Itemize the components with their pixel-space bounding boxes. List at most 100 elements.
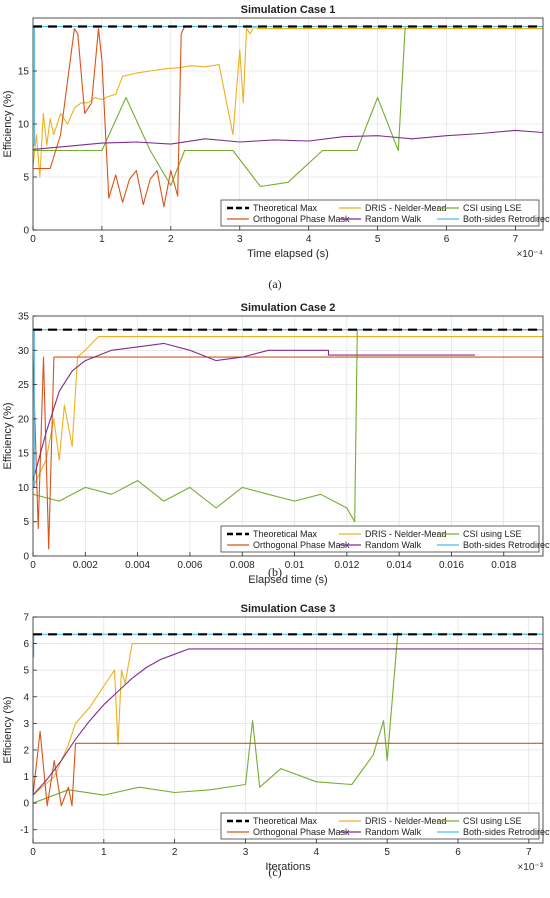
x-tick-label: 0.012 [334, 560, 359, 571]
legend-label: Random Walk [365, 540, 422, 550]
series-group [33, 25, 543, 208]
series-line-csi-using-lse [33, 632, 543, 804]
y-tick-label: 7 [23, 613, 29, 624]
y-tick-label: 0 [23, 226, 29, 237]
x-tick-label: 0.008 [230, 560, 255, 571]
figure-caption: (a) [268, 277, 281, 291]
figure-caption: (c) [268, 865, 281, 879]
x-tick-label: 2 [172, 847, 178, 858]
x-axis-label: Iterations [265, 861, 311, 873]
y-tick-label: 4 [23, 692, 29, 703]
y-tick-label: 5 [23, 666, 29, 677]
x-tick-label: 4 [314, 847, 320, 858]
x-tick-label: 0 [30, 560, 36, 571]
legend-label: DRIS - Nelder-Mead [365, 816, 447, 826]
y-tick-label: 15 [18, 67, 30, 78]
series-line-orthogonal-phase-mask [33, 730, 543, 807]
x-tick-label: 5 [375, 234, 381, 245]
y-tick-label: 25 [18, 380, 30, 391]
legend: Theoretical Max DRIS - Nelder-Mead CSI usi… [220, 812, 550, 840]
x-tick-label: 7 [513, 234, 519, 245]
legend: Theoretical Max DRIS - Nelder-Mead CSI usi… [220, 199, 550, 227]
x-tick-label: 1 [101, 847, 107, 858]
y-tick-label: 30 [18, 346, 30, 357]
figure-caption: (b) [268, 565, 282, 579]
series-line-dris-nelder-mead [33, 643, 543, 796]
y-tick-label: 5 [23, 517, 29, 528]
x-tick-label: 0 [30, 234, 36, 245]
y-tick-label: 10 [18, 483, 30, 494]
series-line-orthogonal-phase-mask [33, 356, 543, 550]
x-tick-label: 6 [444, 234, 450, 245]
series-line-csi-using-lse [33, 25, 543, 188]
y-tick-label: 5 [23, 173, 29, 184]
x-tick-label: 5 [384, 847, 390, 858]
x-tick-label: 0.01 [285, 560, 305, 571]
legend-label: Theoretical Max [253, 203, 318, 213]
y-tick-label: 0 [23, 552, 29, 563]
x-axis-label: Elapsed time (s) [248, 574, 327, 586]
x-tick-label: 1 [99, 234, 105, 245]
legend-label: Theoretical Max [253, 816, 318, 826]
chart-title: Simulation Case 2 [241, 302, 336, 314]
x-tick-label: 6 [455, 847, 461, 858]
legend-label: Both-sides Retrodirective [463, 540, 550, 550]
plot-area [33, 617, 543, 843]
legend-label: CSI using LSE [463, 203, 522, 213]
series-line-random-walk [33, 342, 475, 481]
x-tick-label: 0 [30, 847, 36, 858]
series-group [33, 328, 543, 550]
chart-2: 0 0.002 0.004 0.006 0.008 0.01 0.012 0.014 0.016… [2, 302, 550, 586]
legend-label: DRIS - Nelder-Mead [365, 529, 447, 539]
x-exponent-label: ×10⁻³ [517, 862, 543, 873]
y-tick-label: 20 [18, 414, 30, 425]
legend-label: Orthogonal Phase Mask [253, 827, 350, 837]
series-line-csi-using-lse [33, 329, 543, 523]
plot-area [33, 316, 543, 556]
y-axis-label: Efficiency (%) [2, 90, 14, 157]
series-line-random-walk [33, 129, 543, 150]
x-axis-label: Time elapsed (s) [247, 248, 329, 260]
legend-label: Theoretical Max [253, 529, 318, 539]
y-axis-label: Efficiency (%) [2, 696, 14, 763]
legend-label: CSI using LSE [463, 529, 522, 539]
y-tick-label: 2 [23, 745, 29, 756]
series-line-random-walk [33, 648, 543, 796]
axes-box [32, 616, 544, 844]
y-tick-label: 1 [23, 772, 29, 783]
chart-1: 0 1 2 3 4 5 6 7 0 5 10 15 ×10⁻⁴ Simulation Case 1 Time… [2, 4, 550, 260]
x-tick-label: 0.006 [177, 560, 202, 571]
x-tick-label: 0.002 [73, 560, 98, 571]
x-tick-label: 2 [168, 234, 174, 245]
x-tick-label: 0.016 [439, 560, 464, 571]
legend-label: DRIS - Nelder-Mead [365, 203, 447, 213]
x-tick-label: 3 [237, 234, 243, 245]
y-tick-label: 0 [23, 799, 29, 810]
legend-box [220, 812, 540, 840]
series-line-dris-nelder-mead [33, 26, 543, 178]
y-tick-label: 35 [18, 312, 30, 323]
y-tick-label: 3 [23, 719, 29, 730]
legend-label: Orthogonal Phase Mask [253, 540, 350, 550]
legend-box [220, 525, 540, 553]
x-tick-label: 0.004 [125, 560, 150, 571]
chart-title: Simulation Case 1 [241, 4, 336, 16]
series-line-orthogonal-phase-mask [33, 25, 543, 208]
legend: Theoretical Max DRIS - Nelder-Mead CSI usi… [220, 525, 550, 553]
y-tick-label: 10 [18, 120, 30, 131]
y-tick-label: -1 [20, 825, 29, 836]
axes-box [32, 315, 544, 557]
x-tick-label: 7 [526, 847, 532, 858]
y-tick-label: 6 [23, 639, 29, 650]
chart-title: Simulation Case 3 [241, 603, 336, 615]
x-tick-label: 0.014 [387, 560, 412, 571]
legend-label: Orthogonal Phase Mask [253, 214, 350, 224]
legend-label: Both-sides Retrodirective [463, 827, 550, 837]
legend-label: Random Walk [365, 214, 422, 224]
legend-label: CSI using LSE [463, 816, 522, 826]
legend-label: Both-sides Retrodirective [463, 214, 550, 224]
y-axis-label: Efficiency (%) [2, 402, 14, 469]
x-tick-label: 0.018 [491, 560, 516, 571]
x-tick-label: 3 [243, 847, 249, 858]
